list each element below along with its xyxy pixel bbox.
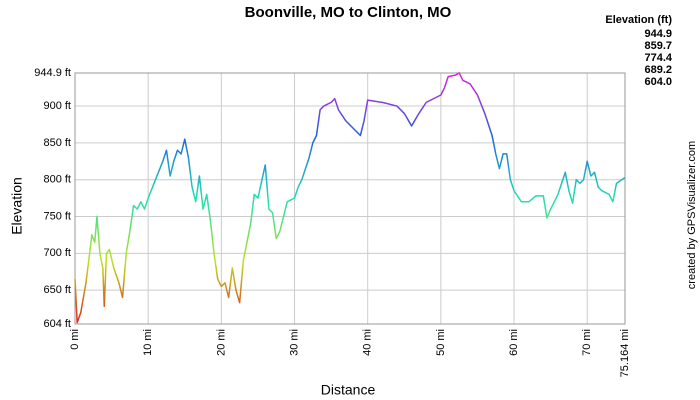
legend-entry: 774.4 (644, 52, 672, 64)
chart-title: Boonville, MO to Clinton, MO (245, 4, 452, 21)
y-tick-label: 944.9 ft (34, 67, 71, 79)
y-tick-label: 900 ft (43, 100, 71, 112)
x-tick-label: 60 mi (508, 329, 520, 356)
x-axis-label: Distance (321, 382, 376, 398)
y-tick-label: 604 ft (43, 318, 71, 330)
x-tick-label: 40 mi (362, 329, 374, 356)
legend-entry: 944.9 (644, 28, 672, 40)
plot-frame (74, 72, 626, 325)
legend-entry: 859.7 (644, 40, 672, 52)
y-tick-label: 650 ft (43, 284, 71, 296)
y-axis-label: Elevation (9, 177, 25, 235)
x-tick-label: 20 mi (215, 329, 227, 356)
legend-entry: 689.2 (644, 64, 672, 76)
legend-title: Elevation (ft) (605, 14, 672, 26)
x-tick-label: 70 mi (581, 329, 593, 356)
y-tick-label: 700 ft (43, 247, 71, 259)
credit: created by GPSVisualizer.com (686, 141, 698, 289)
x-tick-label: 0 mi (69, 329, 81, 350)
legend-entry: 604.0 (644, 76, 672, 88)
x-tick-label: 75.164 mi (619, 329, 631, 377)
x-tick-label: 50 mi (435, 329, 447, 356)
y-tick-label: 800 ft (43, 174, 71, 186)
y-tick-label: 750 ft (43, 210, 71, 222)
x-tick-label: 30 mi (288, 329, 300, 356)
elevation-line (74, 72, 626, 324)
y-tick-label: 850 ft (43, 137, 71, 149)
x-tick-label: 10 mi (142, 329, 154, 356)
